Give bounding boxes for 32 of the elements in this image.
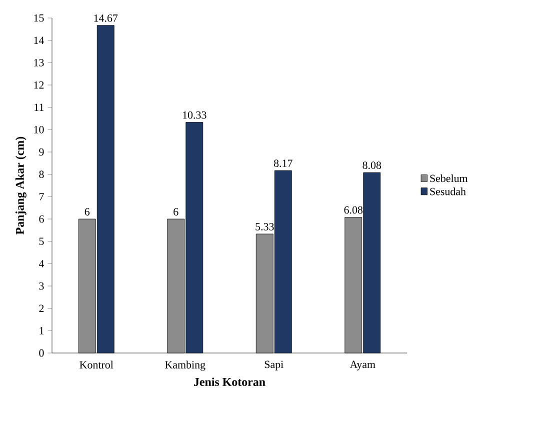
x-axis-title: Jenis Kotoran	[194, 378, 266, 386]
data-label: 8.17	[274, 160, 292, 168]
data-label: 5.33	[256, 223, 274, 230]
legend-label: Sesudah	[430, 188, 466, 196]
y-tick-label: 6	[39, 215, 44, 223]
y-tick-label: 10	[34, 126, 44, 134]
data-label: 6.08	[344, 206, 363, 214]
y-tick-label: 0	[39, 349, 44, 357]
y-tick-label: 12	[34, 81, 44, 89]
y-tick-label: 9	[39, 148, 44, 156]
y-tick-label: 2	[39, 304, 44, 312]
y-tick-label: 14	[34, 36, 44, 44]
x-tick-label: Kambing	[165, 360, 206, 371]
legend-label: Sebelum	[430, 174, 468, 182]
y-tick-label: 11	[34, 104, 44, 111]
x-tick-label: Kontrol	[80, 360, 114, 368]
data-label: 8.08	[362, 162, 382, 170]
y-tick-label: 3	[39, 282, 44, 290]
y-tick-label: 8	[39, 170, 44, 178]
y-axis-title: Panjang Akar (cm)	[15, 136, 26, 234]
x-tick-label: Sapi	[264, 360, 284, 370]
y-tick-label: 1	[40, 327, 44, 334]
y-tick-label: 13	[34, 58, 44, 66]
y-tick-label: 4	[38, 260, 44, 268]
data-label: 10.33	[183, 111, 206, 119]
y-tick-label: 7	[39, 193, 44, 200]
x-tick-label: Ayam	[350, 360, 376, 370]
y-tick-label: 15	[34, 14, 44, 22]
data-label: 6	[174, 208, 178, 216]
y-tick-label: 5	[39, 238, 44, 245]
data-label: 6	[84, 208, 90, 216]
data-label: 14.67	[94, 14, 118, 22]
